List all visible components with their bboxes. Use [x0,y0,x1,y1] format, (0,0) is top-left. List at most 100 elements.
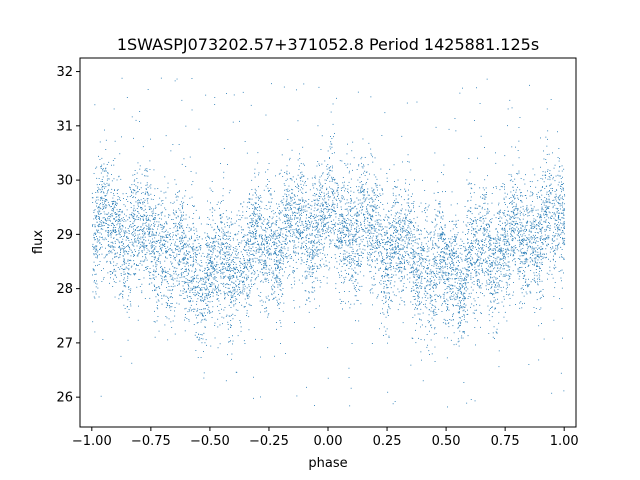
data-point [193,245,195,247]
data-point [98,264,100,265]
data-point [442,232,444,234]
data-point [278,267,280,269]
data-point [528,285,529,287]
data-point [293,251,295,253]
data-point [138,238,140,239]
data-point [123,230,125,232]
data-point [363,196,365,198]
data-point [211,211,213,213]
data-point [147,228,149,230]
data-point [259,296,261,297]
data-point [444,301,446,303]
data-point [243,340,245,342]
data-point [458,325,460,327]
data-point [388,216,390,218]
data-point [191,184,193,186]
data-point [367,213,368,215]
data-point [192,300,194,302]
data-point [207,263,209,265]
data-point [298,212,300,214]
data-point [430,239,431,241]
data-point [280,231,282,233]
data-point [313,245,315,247]
data-point [345,240,347,242]
data-point [305,243,307,244]
data-point [533,227,535,229]
data-point [529,242,531,243]
data-point [292,234,294,236]
data-point [210,250,212,252]
data-point [273,260,275,262]
data-point [560,227,562,229]
data-point [93,237,95,239]
data-point [98,206,100,207]
data-point [323,209,325,211]
data-point [208,236,210,238]
data-point [517,212,519,214]
data-point [504,229,506,231]
data-point [181,238,183,240]
data-point [321,214,323,216]
data-point [377,242,378,244]
data-point [99,159,101,160]
data-point [192,287,194,289]
data-point [467,309,468,311]
data-point [162,272,163,274]
data-point [256,230,258,231]
data-point [105,219,107,221]
data-point [261,268,263,270]
data-point [457,260,459,261]
data-point [431,317,433,319]
data-point [133,137,134,139]
data-point [556,211,558,213]
data-point [187,284,189,285]
data-point [238,252,239,254]
data-point [334,196,335,198]
data-point [388,292,390,294]
data-point [479,205,481,207]
data-point [346,264,348,266]
data-point [153,222,154,224]
data-point [107,241,109,242]
data-point [520,200,521,201]
data-point [486,236,488,238]
data-point [96,230,98,231]
data-point [359,199,361,201]
data-point [443,301,445,303]
data-point [536,292,538,294]
data-point [196,275,198,277]
data-point [118,298,120,300]
data-point [289,159,290,161]
data-point [408,243,410,244]
data-point [504,236,506,238]
data-point [249,222,251,223]
data-point [308,241,310,243]
data-point [390,287,392,289]
data-point [123,277,125,279]
data-point [188,288,189,290]
data-point [243,239,245,241]
data-point [323,213,325,215]
data-point [367,230,369,231]
data-point [504,241,506,243]
data-point [408,205,409,207]
data-point [366,191,368,192]
data-point [355,241,357,243]
data-point [175,241,176,243]
data-point [500,186,502,187]
data-point [349,258,350,260]
data-point [399,263,401,265]
data-point [333,203,335,205]
data-point [321,186,323,187]
data-point [264,238,265,240]
data-point [365,232,367,234]
data-point [475,242,476,244]
data-point [464,311,466,313]
data-point [405,217,406,219]
data-point [103,191,104,193]
data-point [540,297,542,298]
data-point [304,276,306,278]
data-point [404,240,406,242]
data-point [378,214,380,216]
data-point [444,239,446,240]
